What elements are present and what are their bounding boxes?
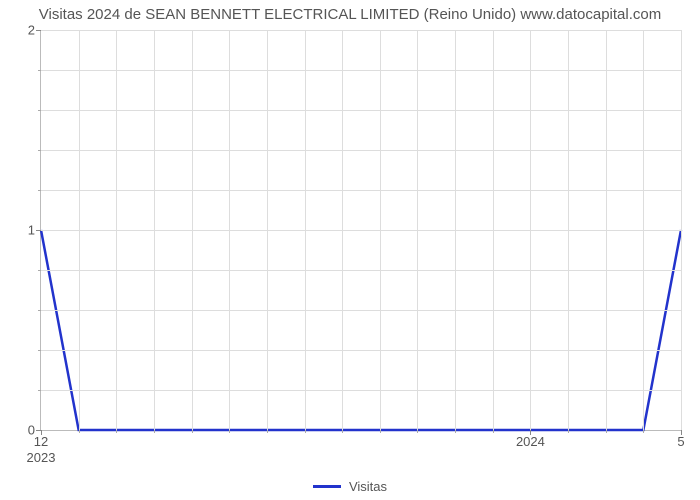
grid-line-v bbox=[606, 30, 607, 430]
grid-line-v bbox=[154, 30, 155, 430]
x-minor-tick bbox=[267, 430, 268, 433]
grid-line-h bbox=[41, 190, 681, 191]
x-minor-tick bbox=[568, 430, 569, 433]
x-minor-tick bbox=[154, 430, 155, 433]
x-minor-tick bbox=[455, 430, 456, 433]
grid-line-h bbox=[41, 390, 681, 391]
legend: Visitas bbox=[0, 475, 700, 494]
grid-line-h bbox=[41, 70, 681, 71]
plot-area: 01212202320245 bbox=[40, 30, 681, 431]
grid-line-h bbox=[41, 110, 681, 111]
legend-label: Visitas bbox=[349, 479, 387, 494]
grid-line-v bbox=[342, 30, 343, 430]
x-tick-label: 5 bbox=[677, 430, 684, 450]
legend-item: Visitas bbox=[313, 479, 387, 494]
grid-line-v bbox=[229, 30, 230, 430]
x-minor-tick bbox=[305, 430, 306, 433]
grid-line-h bbox=[41, 310, 681, 311]
x-minor-tick bbox=[643, 430, 644, 433]
grid-line-v bbox=[493, 30, 494, 430]
x-tick-label: 122023 bbox=[27, 430, 56, 465]
chart-container: Visitas 2024 de SEAN BENNETT ELECTRICAL … bbox=[0, 0, 700, 500]
grid-line-v bbox=[643, 30, 644, 430]
grid-line-v bbox=[380, 30, 381, 430]
grid-line-v bbox=[305, 30, 306, 430]
legend-swatch bbox=[313, 485, 341, 488]
grid-line-h bbox=[41, 350, 681, 351]
x-minor-tick bbox=[192, 430, 193, 433]
data-line bbox=[41, 230, 681, 430]
x-minor-tick bbox=[229, 430, 230, 433]
grid-line-v bbox=[417, 30, 418, 430]
grid-line-h bbox=[41, 230, 681, 231]
x-tick-label: 2024 bbox=[516, 430, 545, 450]
x-minor-tick bbox=[116, 430, 117, 433]
x-minor-tick bbox=[606, 430, 607, 433]
y-tick-label: 2 bbox=[28, 23, 41, 38]
grid-line-v bbox=[530, 30, 531, 430]
grid-line-v bbox=[116, 30, 117, 430]
x-minor-tick bbox=[380, 430, 381, 433]
grid-line-h bbox=[41, 30, 681, 31]
grid-line-v bbox=[455, 30, 456, 430]
x-minor-tick bbox=[493, 430, 494, 433]
grid-line-v bbox=[192, 30, 193, 430]
chart-title: Visitas 2024 de SEAN BENNETT ELECTRICAL … bbox=[0, 6, 700, 23]
grid-line-v bbox=[681, 30, 682, 430]
grid-line-v bbox=[79, 30, 80, 430]
grid-line-v bbox=[267, 30, 268, 430]
x-minor-tick bbox=[342, 430, 343, 433]
x-minor-tick bbox=[417, 430, 418, 433]
grid-line-v bbox=[568, 30, 569, 430]
x-minor-tick bbox=[79, 430, 80, 433]
y-tick-label: 1 bbox=[28, 223, 41, 238]
grid-line-h bbox=[41, 150, 681, 151]
grid-line-h bbox=[41, 270, 681, 271]
